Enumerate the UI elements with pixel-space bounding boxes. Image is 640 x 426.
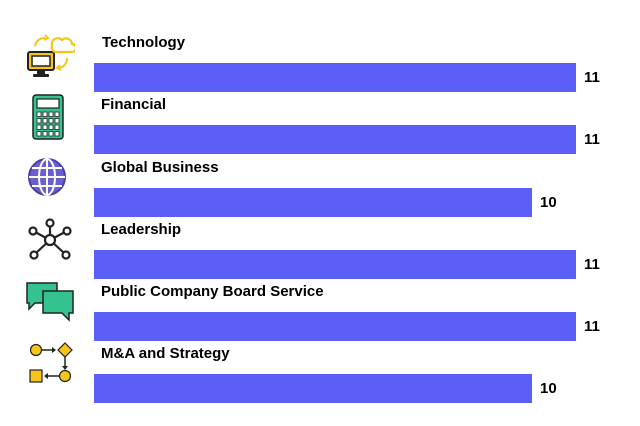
bar-manda-and-strategy xyxy=(94,374,532,403)
bar-financial xyxy=(94,125,576,154)
value-label-public-company-board-service: 11 xyxy=(584,318,600,335)
bar-leadership xyxy=(94,250,576,279)
value-label-leadership: 11 xyxy=(584,256,600,273)
bar-technology xyxy=(94,63,576,92)
category-label-technology: Technology xyxy=(102,34,186,51)
process-flow-icon xyxy=(25,341,75,391)
value-label-manda-and-strategy: 10 xyxy=(540,380,557,397)
calculator-icon xyxy=(25,92,75,142)
category-label-leadership: Leadership xyxy=(101,221,182,238)
category-label-global-business: Global Business xyxy=(101,159,219,176)
value-label-financial: 11 xyxy=(584,131,600,148)
network-hub-icon xyxy=(25,217,75,267)
category-label-manda-and-strategy: M&A and Strategy xyxy=(101,345,230,362)
globe-icon xyxy=(25,155,75,205)
speech-bubbles-icon xyxy=(25,279,75,329)
computer-cloud-sync-icon xyxy=(25,30,78,80)
bar-public-company-board-service xyxy=(94,312,576,341)
category-label-public-company-board-service: Public Company Board Service xyxy=(101,283,324,300)
category-label-financial: Financial xyxy=(101,96,167,113)
value-label-global-business: 10 xyxy=(540,194,557,211)
value-label-technology: 11 xyxy=(584,69,600,86)
bar-global-business xyxy=(94,188,532,217)
